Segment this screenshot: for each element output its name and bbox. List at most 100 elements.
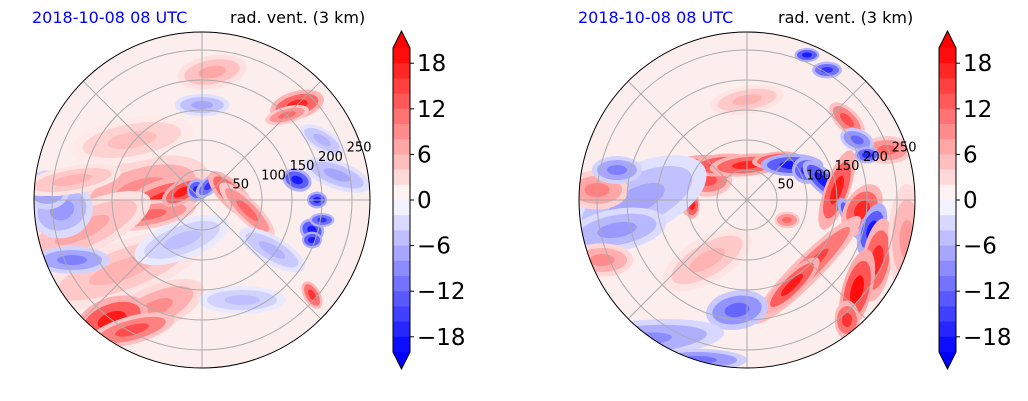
right-colorbar-band bbox=[939, 276, 956, 292]
right-colorbar-band bbox=[939, 245, 956, 262]
right-field-blob-core bbox=[597, 221, 637, 239]
left-field-blob-core bbox=[317, 217, 327, 223]
left-colorbar-outline bbox=[392, 29, 411, 371]
right-colorbar-tick-label: 0 bbox=[963, 188, 978, 214]
left-colorbar-band bbox=[393, 108, 410, 125]
right-colorbar-band bbox=[939, 93, 956, 110]
left-range-label-250: 250 bbox=[347, 141, 372, 156]
right-field-blob-core bbox=[899, 220, 915, 260]
left-colorbar-band bbox=[393, 169, 410, 186]
right-field-blob-core bbox=[602, 332, 672, 348]
left-field-blob-core bbox=[308, 289, 316, 301]
right-radial-spoke bbox=[746, 80, 867, 201]
right-field-blob-core bbox=[589, 254, 615, 266]
left-colorbar-band bbox=[393, 306, 410, 323]
right-colorbar-band bbox=[939, 260, 956, 277]
left-field-blob-core bbox=[52, 173, 92, 187]
right-field-blob-core bbox=[850, 275, 864, 305]
right-colorbar-band bbox=[939, 215, 956, 231]
right-radial-spoke bbox=[627, 199, 748, 320]
right-colorbar-band bbox=[939, 139, 956, 155]
right-colorbar-band bbox=[939, 200, 956, 216]
right-range-label-200: 200 bbox=[863, 150, 888, 165]
right-colorbar-band bbox=[939, 108, 956, 125]
left-colorbar-band bbox=[393, 245, 410, 262]
left-radial-spoke bbox=[82, 199, 203, 320]
right-colorbar-extend-min bbox=[939, 352, 956, 369]
left-radial-spoke bbox=[82, 80, 203, 201]
right-radial-spoke bbox=[627, 80, 748, 201]
left-colorbar-band bbox=[393, 78, 410, 95]
left-field-blob-core bbox=[308, 237, 316, 243]
right-colorbar-band bbox=[939, 78, 956, 95]
right-colorbar-band bbox=[939, 169, 956, 186]
right-field-blob-core bbox=[689, 247, 725, 273]
right-field-blob-core bbox=[850, 135, 864, 145]
right-range-label-150: 150 bbox=[835, 159, 860, 174]
right-field-blob-core bbox=[782, 217, 792, 223]
left-field-blob-core bbox=[198, 65, 226, 79]
right-colorbar-band bbox=[939, 230, 956, 247]
left-colorbar-band bbox=[393, 200, 410, 216]
left-colorbar-tick-label: 0 bbox=[417, 188, 432, 214]
left-title-variable: rad. vent. (3 km) bbox=[230, 8, 366, 27]
left-panel: 2018-10-08 08 UTC rad. vent. (3 km) 50 10… bbox=[32, 8, 466, 371]
left-radial-spoke bbox=[201, 199, 322, 320]
right-range-label-250: 250 bbox=[892, 141, 917, 156]
left-field-blob-core bbox=[173, 186, 191, 198]
right-colorbar-band bbox=[939, 321, 956, 338]
right-field-blob-core bbox=[887, 304, 907, 316]
left-colorbar-band bbox=[393, 291, 410, 307]
left-colorbar-band bbox=[393, 139, 410, 155]
left-colorbar-tick-label: 18 bbox=[417, 51, 446, 77]
left-field-blob-core bbox=[88, 254, 156, 286]
left-range-label-50: 50 bbox=[233, 178, 250, 193]
right-polar-grid bbox=[579, 32, 915, 368]
right-colorbar: 18 12 6 0 −6 −12 −18 bbox=[938, 29, 1012, 371]
right-field-blob-core bbox=[814, 172, 830, 188]
left-colorbar-tick-label: 12 bbox=[417, 97, 446, 123]
right-colorbar-tick-label: 12 bbox=[963, 97, 992, 123]
left-colorbar-tick-label: 6 bbox=[417, 142, 432, 168]
left-colorbar-extend-max bbox=[393, 31, 410, 48]
left-field-blob-core bbox=[236, 199, 258, 221]
left-field-blob-core bbox=[107, 131, 157, 149]
left-field-blob-core bbox=[224, 295, 260, 305]
left-field-blob-core bbox=[323, 168, 351, 182]
right-colorbar-outline bbox=[938, 29, 957, 371]
right-field-blob-core bbox=[842, 313, 852, 327]
left-colorbar-band bbox=[393, 154, 410, 171]
right-colorbar-tick-label: 18 bbox=[963, 51, 992, 77]
right-colorbar-band bbox=[939, 336, 956, 353]
left-radial-spoke bbox=[201, 80, 322, 201]
left-colorbar: 18 12 6 0 −6 −12 −18 bbox=[392, 29, 466, 371]
right-title-variable: rad. vent. (3 km) bbox=[778, 8, 914, 27]
left-colorbar-band bbox=[393, 184, 410, 201]
right-range-label-100: 100 bbox=[806, 168, 831, 183]
right-colorbar-extend-max bbox=[939, 31, 956, 48]
right-colorbar-band bbox=[939, 48, 956, 64]
right-colorbar-tick-label: −12 bbox=[963, 279, 1012, 305]
left-colorbar-tick-label: −6 bbox=[417, 234, 451, 260]
left-field-blob-core bbox=[163, 230, 201, 250]
left-title-date: 2018-10-08 08 UTC bbox=[32, 8, 188, 27]
right-colorbar-tick-label: 6 bbox=[963, 142, 978, 168]
left-field-blob-core bbox=[313, 133, 331, 147]
right-field-blob-core bbox=[724, 302, 750, 318]
left-field-blob-core bbox=[291, 175, 303, 185]
left-field-blob-core bbox=[57, 255, 87, 265]
right-field-blob-core bbox=[781, 274, 803, 296]
right-colorbar-band bbox=[939, 63, 956, 79]
right-panel: 2018-10-08 08 UTC rad. vent. (3 km) 50 10… bbox=[546, 0, 1028, 401]
right-field-blob-core bbox=[840, 113, 854, 127]
left-colorbar-tick-label: −18 bbox=[417, 325, 466, 351]
right-field-blob-core bbox=[830, 175, 844, 205]
left-colorbar-band bbox=[393, 63, 410, 79]
right-field-blob-halo bbox=[872, 293, 915, 327]
left-colorbar-band bbox=[393, 48, 410, 64]
left-polar-grid bbox=[34, 32, 370, 368]
right-colorbar-band bbox=[939, 306, 956, 323]
left-colorbar-band bbox=[393, 336, 410, 353]
left-colorbar-band bbox=[393, 276, 410, 292]
